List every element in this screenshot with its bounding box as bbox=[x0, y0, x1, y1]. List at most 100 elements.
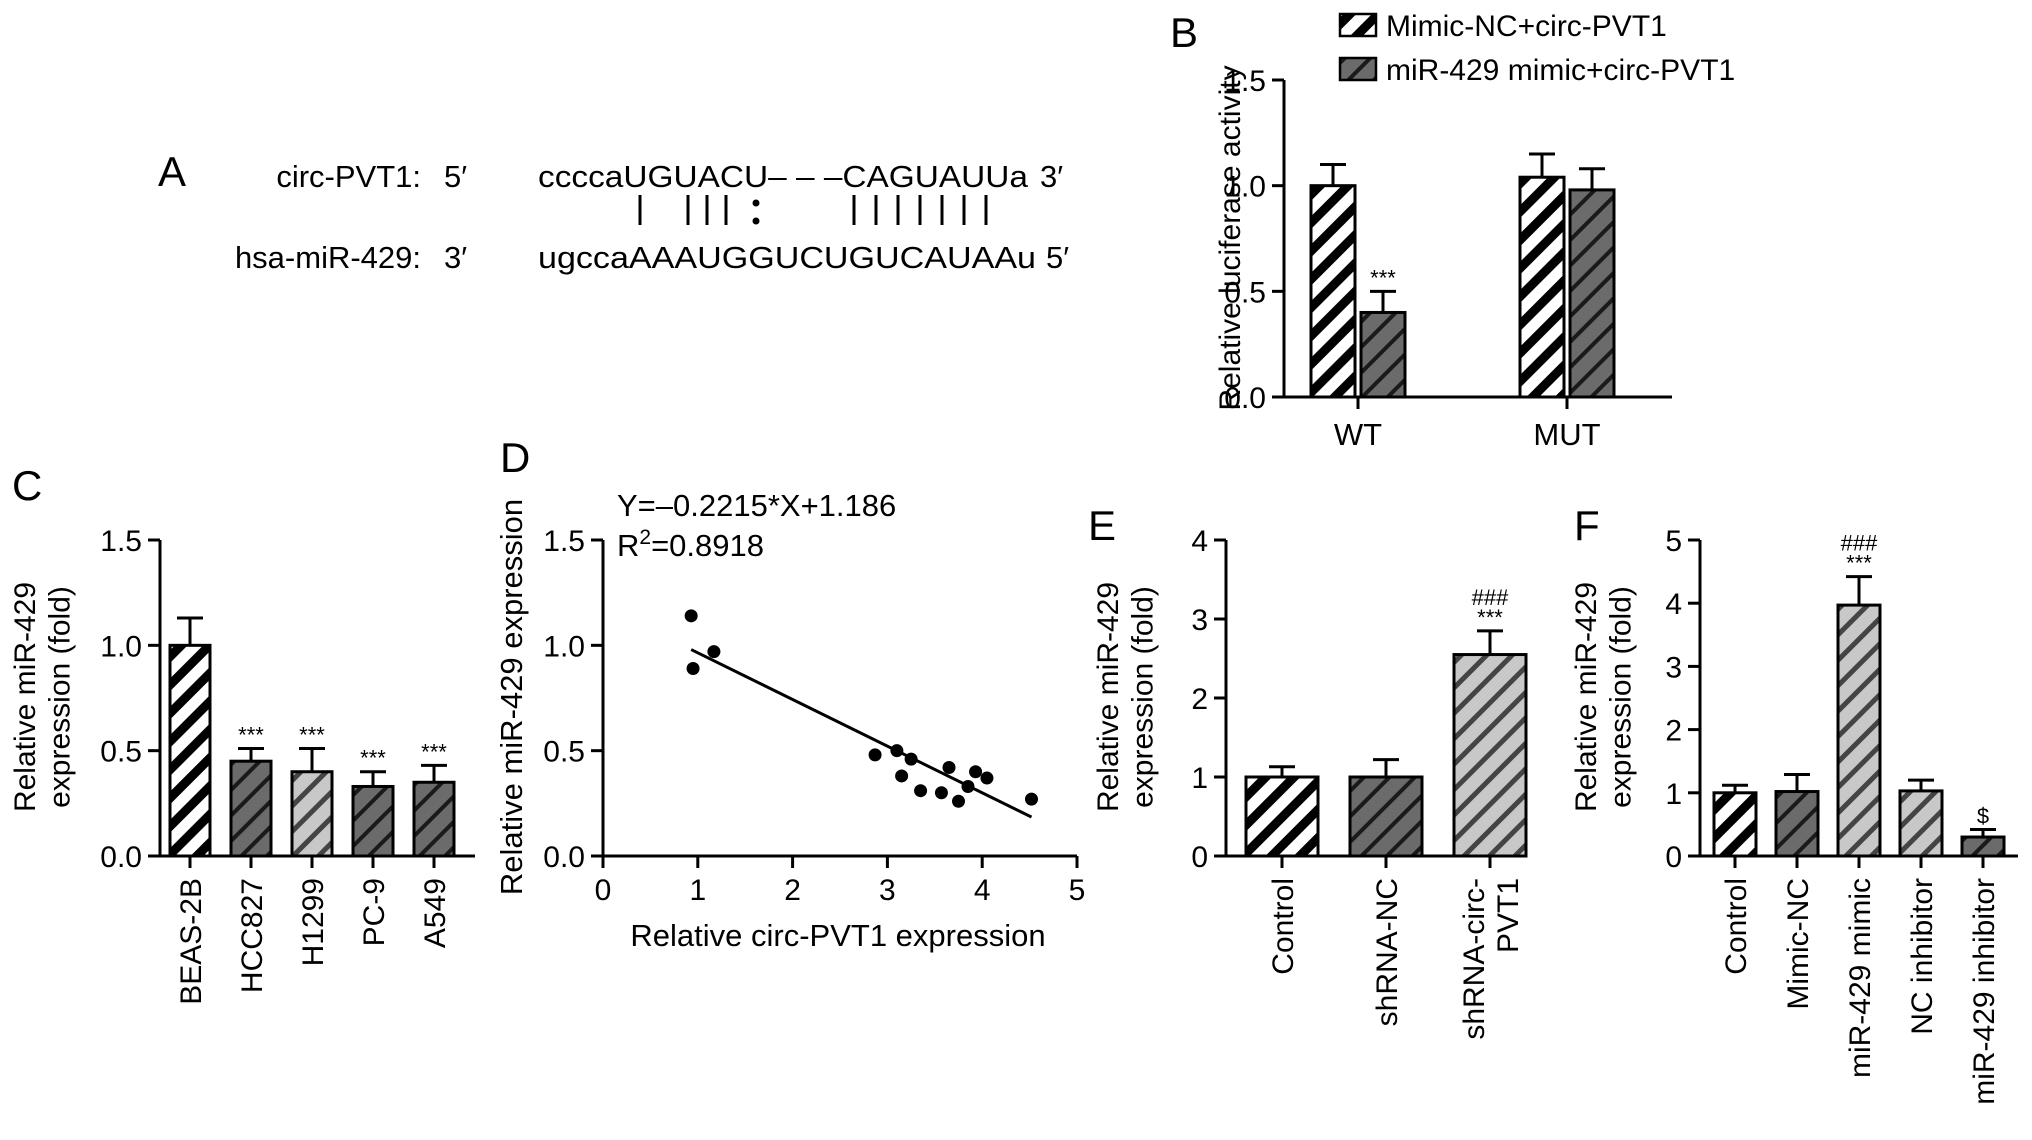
significance-label: *** bbox=[360, 746, 386, 771]
x-tick-label: Mimic-NC bbox=[1782, 878, 1815, 1010]
panel-letter-f: F bbox=[1574, 502, 1600, 549]
data-point bbox=[868, 748, 882, 762]
regression-equation: Y=–0.2215*X+1.186 bbox=[617, 488, 896, 523]
significance-label: *** bbox=[1477, 605, 1503, 630]
data-point bbox=[707, 645, 721, 659]
x-tick-label: BEAS-2B bbox=[175, 878, 208, 1005]
panel-letter-a: A bbox=[158, 148, 186, 195]
bar bbox=[1244, 775, 1320, 858]
circ-pvt1-sequence: ccccaUGUACU– – –CAGUAUUa bbox=[538, 159, 1029, 194]
y-tick-label: 4 bbox=[1665, 588, 1682, 621]
significance-label: *** bbox=[421, 739, 447, 764]
x-tick-label: Control bbox=[1267, 878, 1300, 975]
data-point bbox=[942, 761, 956, 775]
bar bbox=[351, 784, 395, 858]
regression-line bbox=[690, 648, 1033, 819]
significance-label: *** bbox=[1846, 551, 1872, 576]
panel-letter-e: E bbox=[1088, 502, 1116, 549]
bar bbox=[1960, 835, 2006, 858]
x-tick-label: shRNA-circ-PVT1 bbox=[1458, 878, 1525, 1040]
data-point bbox=[895, 769, 909, 783]
y-tick-label: 1.5 bbox=[100, 525, 142, 558]
y-tick-label: 1.5 bbox=[1224, 65, 1266, 98]
x-tick-label: shRNA-NC bbox=[1371, 878, 1404, 1026]
y-tick-label: 1.0 bbox=[543, 630, 585, 663]
circ-pvt1-3prime: 3′ bbox=[1040, 159, 1063, 194]
legend-entry: Mimic-NC+circ-PVT1 bbox=[1386, 10, 1667, 43]
bar bbox=[1898, 789, 1944, 858]
y-tick-label: 1 bbox=[1665, 778, 1682, 811]
chart-d-correlation: Y=–0.2215*X+1.186 R2=0.8918 0.0 0.5 1.0 1.5… bbox=[494, 488, 1085, 953]
bar bbox=[1359, 310, 1407, 399]
bar bbox=[1518, 175, 1566, 399]
base-pairing-lines bbox=[638, 195, 988, 225]
bar bbox=[1309, 184, 1357, 399]
bar bbox=[1712, 791, 1758, 858]
bar bbox=[1452, 653, 1528, 858]
data-point bbox=[952, 794, 965, 808]
y-tick-label: 1.0 bbox=[100, 630, 142, 663]
significance-label: ### bbox=[1841, 531, 1878, 556]
x-tick-label: miR-429 inhibitor bbox=[1968, 878, 2001, 1105]
bar bbox=[290, 770, 334, 858]
x-tick-label: 2 bbox=[784, 874, 801, 907]
x-tick-label: 0 bbox=[595, 874, 612, 907]
x-tick-label: MUT bbox=[1533, 417, 1600, 452]
circ-pvt1-label: circ-PVT1: bbox=[276, 159, 421, 194]
x-tick-label: NC inhibitor bbox=[1906, 878, 1939, 1035]
legend-swatch bbox=[1338, 56, 1378, 82]
x-axis-label: Relative circ-PVT1 expression bbox=[630, 918, 1045, 953]
bar bbox=[1836, 603, 1882, 858]
y-tick-label: 0.0 bbox=[543, 841, 585, 874]
chart-e-shrna: 0 1 2 3 4 Relative miR-429expression (fold) Co… bbox=[1092, 525, 1528, 1040]
panel-a: A circ-PVT1: 5′ ccccaUGUACU– – –CAGUAUUa… bbox=[158, 148, 1069, 275]
data-point bbox=[969, 765, 983, 779]
y-tick-label: 0 bbox=[1665, 841, 1682, 874]
x-tick-label: 3 bbox=[879, 874, 896, 907]
x-tick-label: 5 bbox=[1069, 874, 1086, 907]
mir-429-3prime: 3′ bbox=[444, 240, 467, 275]
x-tick-label: 1 bbox=[689, 874, 706, 907]
bar bbox=[412, 780, 456, 858]
y-tick-label: 3 bbox=[1665, 651, 1682, 684]
y-axis-label: Relative miR-429expression (fold) bbox=[1092, 582, 1160, 812]
y-axis-label: Relative miR-429expression (fold) bbox=[9, 582, 77, 812]
y-tick-label: 0.0 bbox=[1224, 382, 1266, 415]
y-tick-label: 2 bbox=[1665, 715, 1682, 748]
mir-429-5prime: 5′ bbox=[1046, 240, 1069, 275]
y-tick-label: 0.5 bbox=[543, 736, 585, 769]
x-tick-label: A549 bbox=[419, 878, 452, 948]
mir-429-label: hsa-miR-429: bbox=[235, 240, 421, 275]
data-point bbox=[980, 771, 994, 785]
x-tick-label: Control bbox=[1720, 878, 1753, 975]
panel-letter-d: D bbox=[500, 434, 530, 481]
significance-label: $ bbox=[1977, 803, 1989, 828]
r-squared: R2=0.8918 bbox=[617, 526, 764, 563]
y-tick-label: 4 bbox=[1191, 525, 1208, 558]
y-tick-label: 1 bbox=[1191, 762, 1208, 795]
y-tick-label: 0.5 bbox=[1224, 276, 1266, 309]
data-point bbox=[914, 784, 928, 798]
panel-letter-c: C bbox=[12, 462, 42, 509]
x-tick-label: miR-429 mimic bbox=[1844, 878, 1877, 1078]
y-tick-label: 1.0 bbox=[1224, 171, 1266, 204]
significance-label: ### bbox=[1472, 585, 1509, 610]
y-axis-label: Relative luciferase activity bbox=[1214, 65, 1247, 410]
significance-label: *** bbox=[299, 723, 325, 748]
significance-label: *** bbox=[238, 723, 264, 748]
y-tick-label: 5 bbox=[1665, 525, 1682, 558]
x-tick-label: 4 bbox=[974, 874, 991, 907]
y-axis-label: Relative miR-429expression (fold) bbox=[1570, 582, 1638, 812]
y-tick-label: 0.0 bbox=[100, 841, 142, 874]
data-point bbox=[961, 779, 975, 793]
x-tick-label: WT bbox=[1334, 417, 1382, 452]
data-point bbox=[684, 609, 698, 623]
y-tick-label: 0.5 bbox=[100, 736, 142, 769]
mir-429-sequence: ugccaAAAUGGUCUGUCAUAAu bbox=[538, 240, 1036, 275]
significance-label: *** bbox=[1370, 265, 1396, 290]
data-point bbox=[904, 752, 918, 766]
x-tick-label: HCC827 bbox=[236, 878, 269, 993]
x-tick-label: PC-9 bbox=[358, 878, 391, 946]
data-point bbox=[1024, 792, 1038, 806]
y-tick-label: 1.5 bbox=[543, 525, 585, 558]
